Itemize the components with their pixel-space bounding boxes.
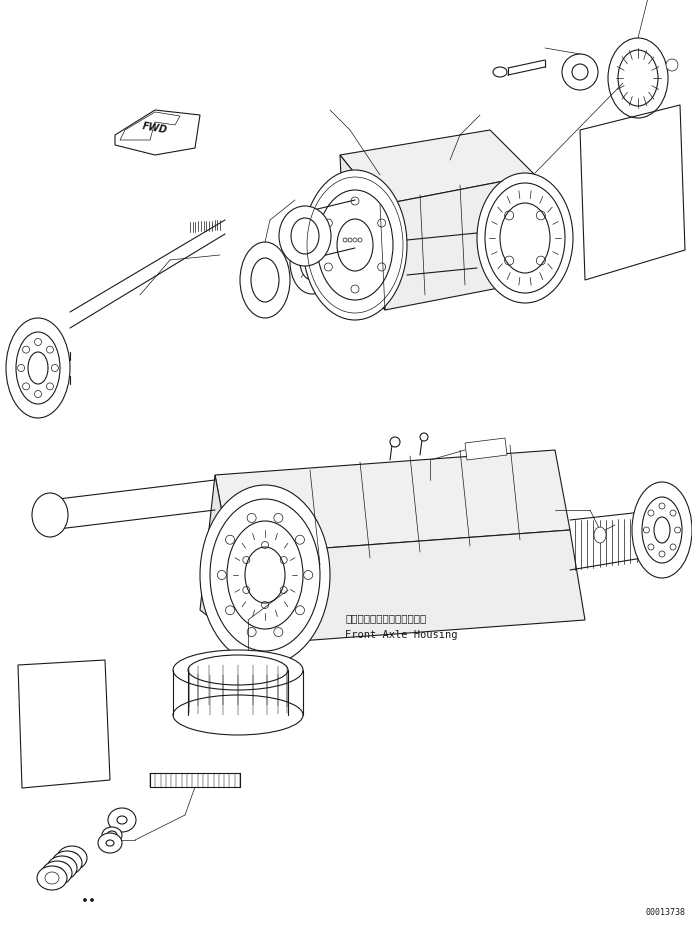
Polygon shape	[120, 112, 180, 140]
Ellipse shape	[200, 485, 330, 665]
Ellipse shape	[594, 527, 606, 543]
Ellipse shape	[98, 833, 122, 853]
Polygon shape	[230, 530, 585, 645]
Ellipse shape	[108, 808, 136, 832]
Circle shape	[420, 433, 428, 441]
Polygon shape	[465, 438, 507, 460]
Ellipse shape	[32, 493, 68, 537]
Ellipse shape	[52, 851, 82, 875]
Ellipse shape	[303, 170, 407, 320]
Text: Front Axle Housing: Front Axle Housing	[345, 630, 457, 640]
Ellipse shape	[37, 866, 67, 890]
Ellipse shape	[57, 846, 87, 870]
Circle shape	[84, 898, 86, 902]
Polygon shape	[340, 155, 385, 310]
Text: FWD: FWD	[142, 121, 168, 135]
Ellipse shape	[608, 38, 668, 118]
Ellipse shape	[477, 173, 573, 303]
Polygon shape	[115, 110, 200, 155]
Ellipse shape	[6, 318, 70, 418]
Ellipse shape	[240, 242, 290, 318]
Ellipse shape	[279, 206, 331, 266]
Circle shape	[91, 898, 93, 902]
Circle shape	[390, 437, 400, 447]
Ellipse shape	[47, 856, 77, 880]
Ellipse shape	[493, 67, 507, 77]
Text: 00013738: 00013738	[645, 908, 685, 917]
Polygon shape	[215, 450, 570, 555]
Ellipse shape	[173, 650, 303, 690]
Ellipse shape	[290, 230, 334, 294]
Polygon shape	[340, 130, 535, 205]
Ellipse shape	[42, 861, 72, 885]
Text: フロントアクスルハウジング: フロントアクスルハウジング	[345, 613, 426, 623]
Ellipse shape	[102, 827, 122, 843]
Polygon shape	[200, 475, 245, 645]
Circle shape	[562, 54, 598, 90]
Circle shape	[666, 59, 678, 71]
Polygon shape	[380, 175, 540, 310]
Ellipse shape	[632, 482, 692, 578]
